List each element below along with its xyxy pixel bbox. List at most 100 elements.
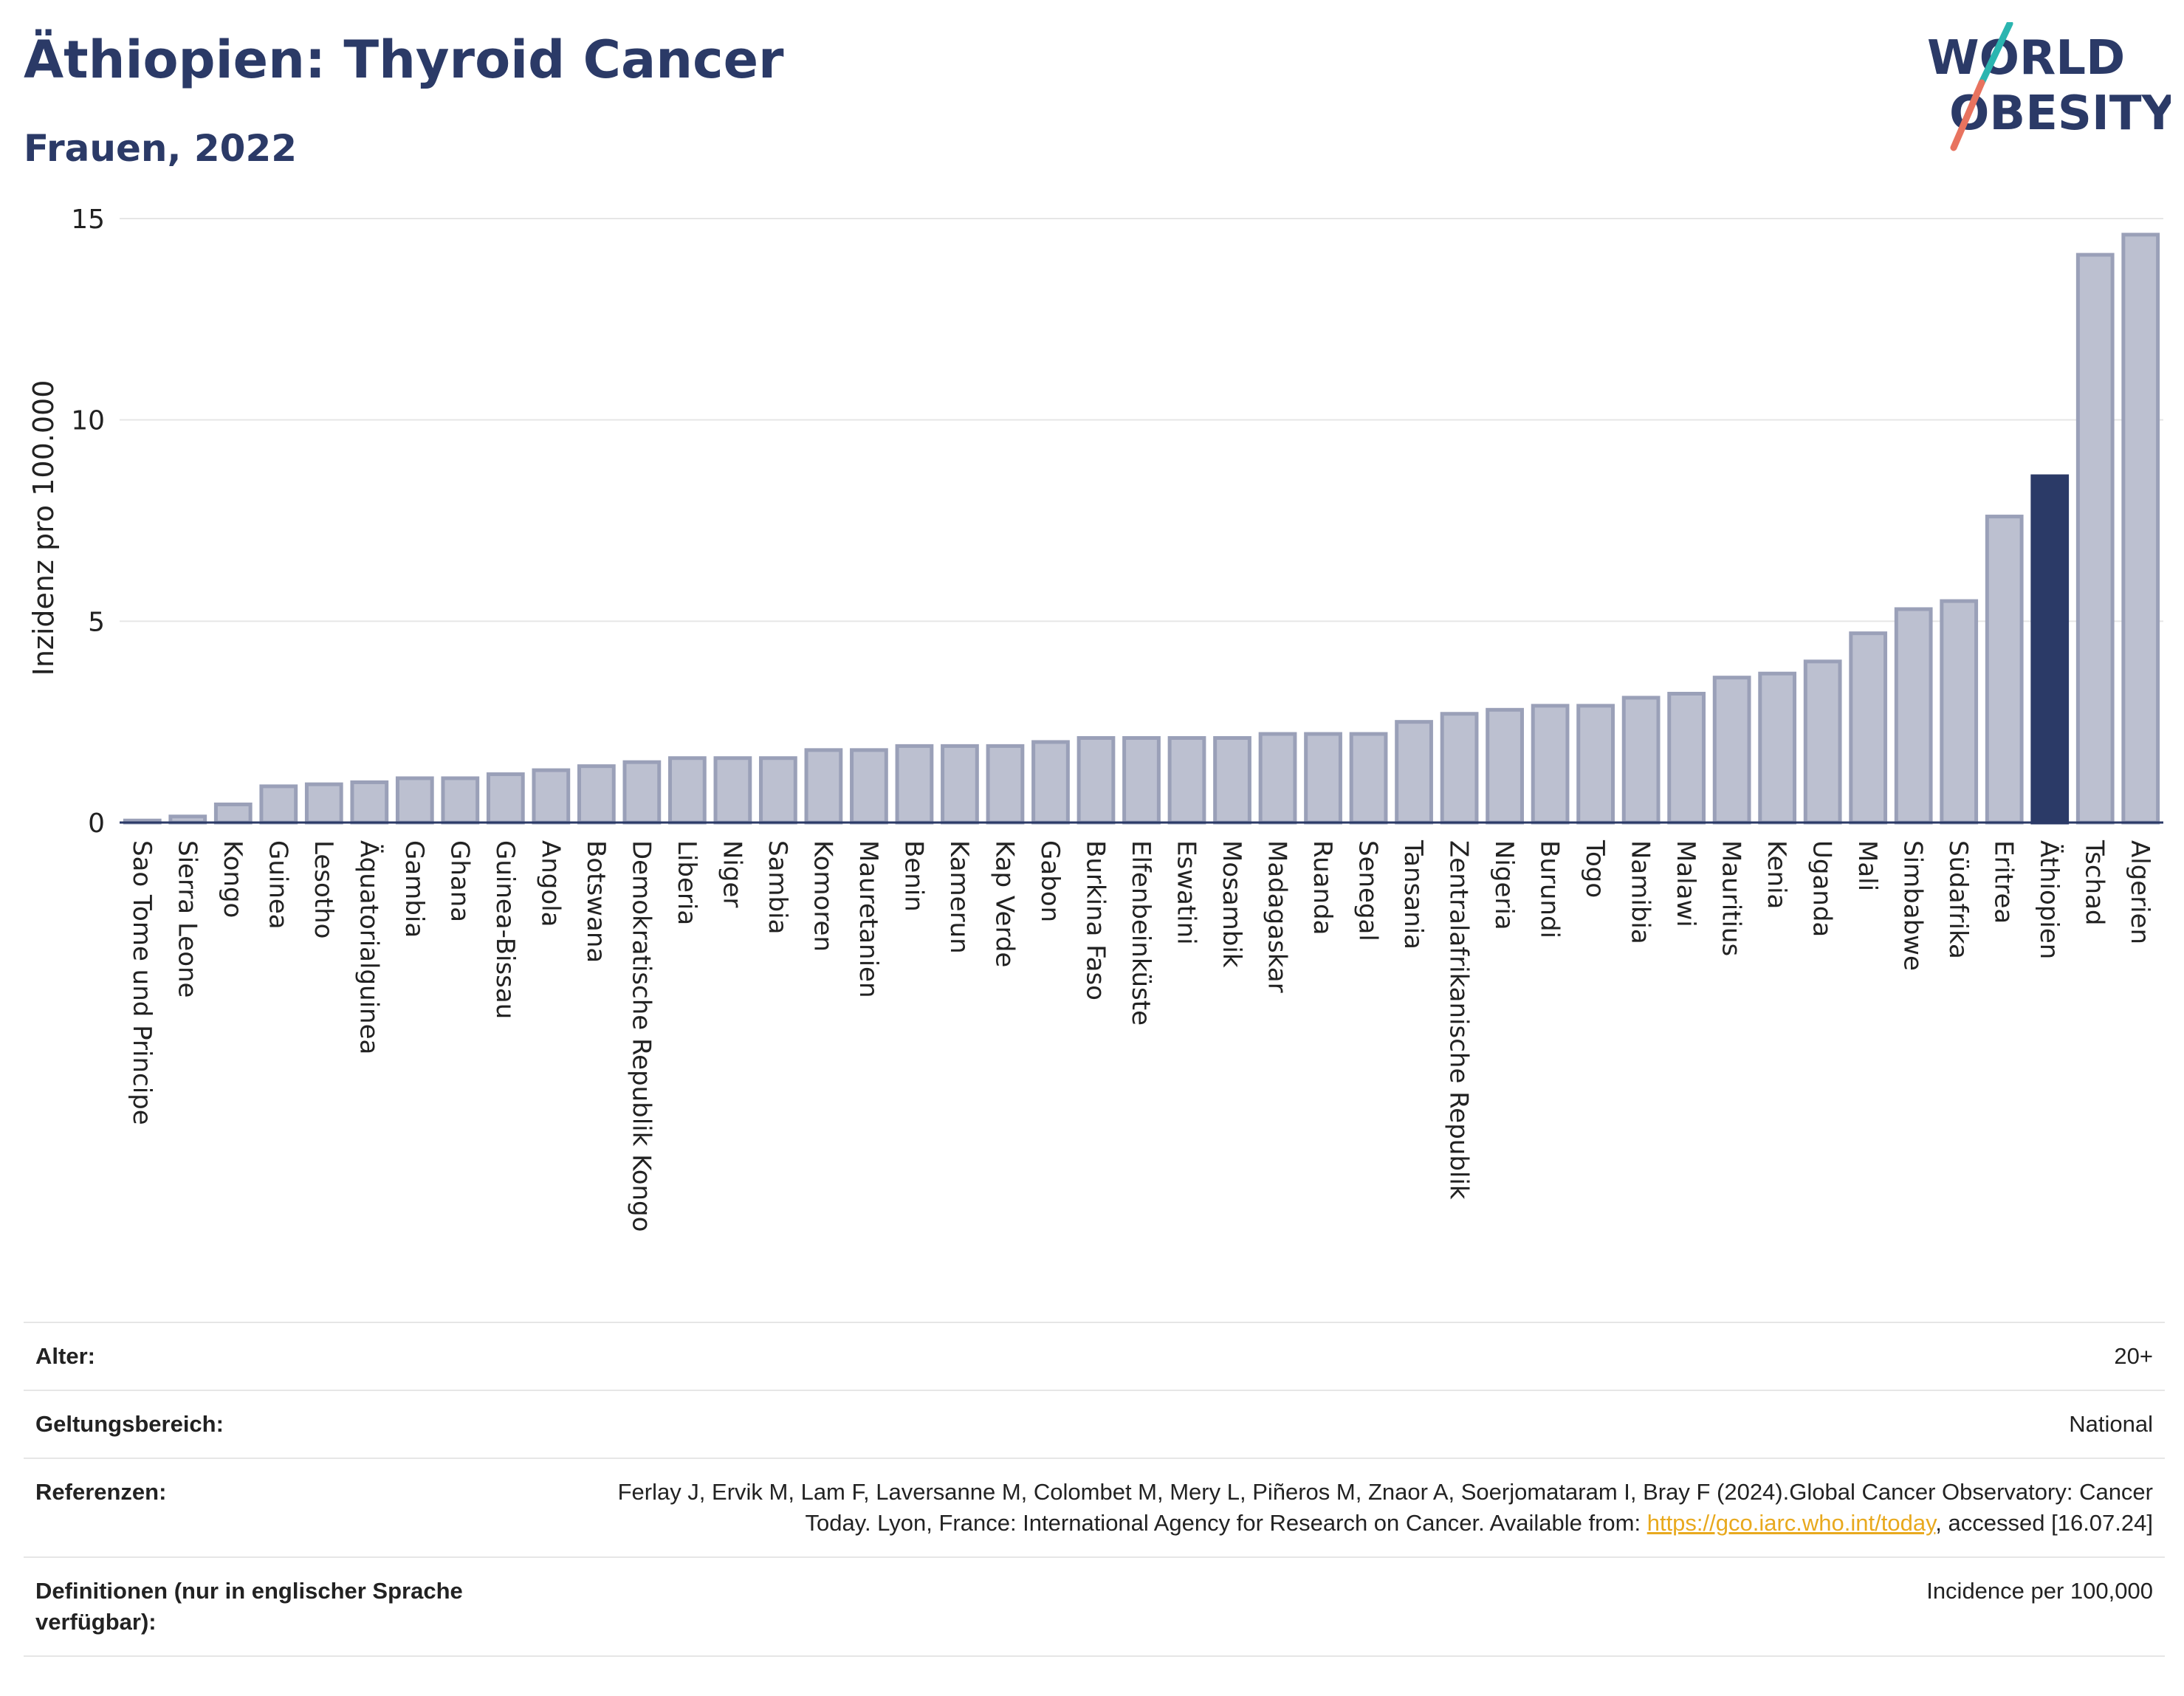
- x-tick-label: Elfenbeinküste: [1126, 840, 1155, 1026]
- y-tick-label: 10: [71, 406, 105, 436]
- bar: [577, 764, 616, 825]
- bar: [1122, 735, 1161, 825]
- logo-line2: OBESITY: [1949, 86, 2171, 141]
- bar: [1076, 735, 1116, 825]
- x-tick-label: Guinea: [263, 840, 292, 930]
- bar: [1940, 599, 1979, 825]
- footer-label-age: Alter:: [35, 1343, 95, 1369]
- chart-title: Äthiopien: Thyroid Cancer: [24, 30, 784, 90]
- bar: [986, 744, 1025, 825]
- bar: [895, 744, 934, 825]
- x-tick-label: Madagaskar: [1263, 840, 1292, 993]
- grid-lines: [120, 218, 2163, 622]
- x-tick-label: Kap Verde: [989, 840, 1019, 967]
- logo-slash-coral: [1950, 79, 1985, 151]
- bar: [1486, 707, 1524, 825]
- bar: [486, 772, 525, 825]
- x-tick-label: Mali: [1852, 840, 1882, 891]
- x-tick-label: Ruanda: [1308, 840, 1337, 935]
- bar: [1985, 515, 2024, 825]
- bar: [350, 780, 389, 825]
- bar: [1213, 735, 1251, 825]
- footer-value-age: 20+: [2114, 1343, 2153, 1369]
- bar: [1803, 659, 1842, 825]
- reference-link[interactable]: https://gco.iarc.who.int/today: [1646, 1510, 1936, 1536]
- x-tick-label: Burundi: [1535, 840, 1565, 938]
- labels: 0 5 10 15 Inzidenz pro 100.000 Sao Tome und P…: [27, 205, 2154, 1232]
- x-tick-label: Kenia: [1762, 840, 1791, 909]
- bar: [668, 756, 707, 825]
- footer-label-definitions: Definitionen (nur in englischer Sprache …: [35, 1578, 463, 1635]
- x-tick-label: Angola: [535, 840, 565, 927]
- x-tick-label: Mauritius: [1717, 840, 1746, 956]
- x-tick-label: Äquatorialguinea: [354, 840, 383, 1054]
- x-tick-label: Burkina Faso: [1080, 840, 1110, 1000]
- bar: [1531, 704, 1570, 825]
- x-tick-label: Mauretanien: [854, 840, 883, 998]
- bar: [850, 748, 888, 825]
- x-tick-label: Tschad: [2080, 840, 2109, 926]
- bar: [441, 776, 480, 825]
- x-tick-label: Uganda: [1807, 840, 1837, 937]
- logo-slash-teal: [1978, 22, 2013, 86]
- y-axis-label: Inzidenz pro 100.000: [27, 380, 60, 676]
- bar: [941, 744, 979, 825]
- bar: [759, 756, 797, 825]
- bar: [1258, 732, 1297, 825]
- y-tick-label: 5: [88, 607, 105, 637]
- x-tick-label: Senegal: [1353, 840, 1383, 941]
- footer-value-scope: National: [2069, 1411, 2153, 1437]
- x-tick-label: Niger: [717, 840, 746, 907]
- x-tick-label: Zentralafrikanische Republik: [1444, 840, 1474, 1200]
- bar: [213, 802, 253, 825]
- bar: [622, 760, 662, 825]
- y-tick-label: 0: [88, 808, 105, 839]
- x-tick-label: Lesotho: [309, 840, 338, 938]
- bars: [123, 233, 2160, 825]
- footer-row-age: Alter: 20+: [24, 1322, 2165, 1390]
- x-tick-label: Sambia: [763, 840, 792, 934]
- x-tick-label: Ghana: [444, 840, 474, 922]
- footer-row-definitions: Definitionen (nur in englischer Sprache …: [24, 1556, 2165, 1657]
- footer-row-scope: Geltungsbereich: National: [24, 1390, 2165, 1458]
- bar: [1440, 712, 1479, 825]
- x-tick-label: Sao Tome und Principe: [127, 840, 157, 1125]
- x-tick-label: Tansania: [1398, 840, 1428, 950]
- footer-label-scope: Geltungsbereich:: [35, 1411, 224, 1437]
- x-tick-label: Algerien: [2125, 840, 2154, 944]
- bar: [1349, 732, 1388, 825]
- y-tick-label: 15: [71, 205, 105, 235]
- bar: [1667, 691, 1706, 825]
- bar: [713, 756, 752, 825]
- x-tick-label: Simbabwe: [1898, 840, 1928, 971]
- bar: [1304, 732, 1342, 825]
- bar: [532, 768, 571, 825]
- x-tick-label: Liberia: [672, 840, 701, 925]
- bar: [1894, 607, 1933, 825]
- x-tick-label: Malawi: [1671, 840, 1700, 927]
- bar: [1031, 740, 1070, 825]
- bar: [1576, 704, 1615, 825]
- footer-row-references: Referenzen: Ferlay J, Ervik M, Lam F, La…: [24, 1458, 2165, 1556]
- bar: [1758, 671, 1797, 825]
- x-tick-label: Eswatini: [1172, 840, 1201, 945]
- x-tick-label: Gabon: [1035, 840, 1065, 922]
- x-tick-label: Gambia: [399, 840, 429, 938]
- x-tick-label: Demokratische Republik Kongo: [626, 840, 656, 1232]
- x-tick-label: Benin: [899, 840, 928, 912]
- x-tick-label: Eritrea: [1989, 840, 2019, 924]
- x-tick-label: Nigeria: [1489, 840, 1519, 930]
- x-tick-label: Kongo: [218, 840, 247, 918]
- world-obesity-logo: WORLD OBESITY: [1927, 22, 2171, 151]
- bar: [2121, 233, 2160, 825]
- bar: [304, 782, 343, 825]
- logo-line1: WORLD: [1927, 31, 2125, 86]
- bar-chart: 0 5 10 15 Inzidenz pro 100.000 Sao Tome und P…: [27, 205, 2163, 1232]
- x-tick-label: Äthiopien: [2034, 840, 2064, 959]
- reference-text: Ferlay J, Ervik M, Lam F, Laversanne M, …: [617, 1479, 2153, 1536]
- bar: [1167, 735, 1206, 825]
- bar: [804, 748, 843, 825]
- x-tick-label: Südafrika: [1943, 840, 1973, 959]
- x-tick-label: Botswana: [581, 840, 611, 963]
- bar: [2075, 253, 2115, 825]
